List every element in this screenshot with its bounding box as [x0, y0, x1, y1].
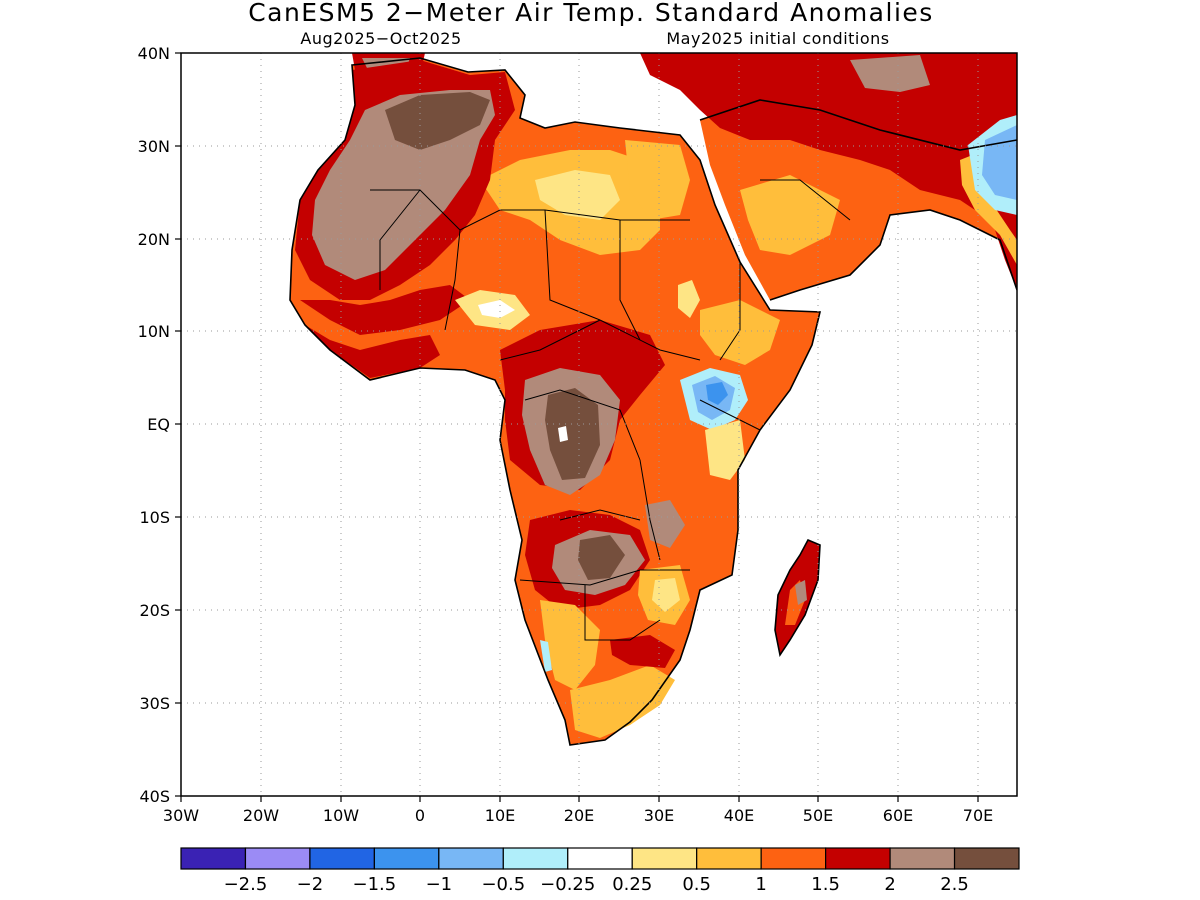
- nw-africa-darkbrown: [385, 92, 490, 150]
- map-area: [181, 53, 1017, 796]
- lon-label: 30E: [644, 806, 674, 825]
- lon-label: 60E: [883, 806, 913, 825]
- botswana-yellow: [652, 578, 680, 612]
- lat-label: EQ: [147, 415, 170, 434]
- colorbar-swatch: [696, 847, 762, 870]
- colorbar-swatch: [953, 847, 1020, 870]
- colorbar: −2.5 −2 −1.5 −1 −0.5 −0.25 0.25 0.5 1 1.5 2 2.5: [180, 847, 1020, 895]
- niger-white: [478, 300, 515, 318]
- map-subtitle-init: May2025 initial conditions: [666, 29, 889, 48]
- horn-yellow: [705, 420, 745, 480]
- colorbar-swatch: [760, 847, 827, 870]
- colorbar-label: −2.5: [224, 874, 268, 895]
- lat-labels: 40N 30N 20N 10N EQ 10S 20S 30S 40S: [138, 44, 170, 806]
- colorbar-label: 0.25: [612, 874, 652, 895]
- madagascar-brown: [795, 580, 807, 605]
- horn-light-orange: [700, 300, 780, 365]
- tick-marks: [175, 52, 979, 802]
- lat-label: 30N: [138, 137, 170, 156]
- colorbar-swatch: [631, 847, 698, 870]
- colorbar-label: 1: [755, 874, 766, 895]
- colorbar-swatch: [889, 847, 956, 870]
- lat-label: 40S: [139, 787, 170, 806]
- lat-label: 10N: [138, 322, 170, 341]
- colorbar-label: 1.5: [811, 874, 840, 895]
- zambia-darkbrown: [578, 535, 625, 580]
- colorbar-swatch: [180, 847, 247, 870]
- colorbar-label: 2.5: [940, 874, 969, 895]
- lon-label: 70E: [963, 806, 993, 825]
- map-title: CanESM5 2−Meter Air Temp. Standard Anoma…: [248, 0, 934, 27]
- lon-label: 10W: [323, 806, 359, 825]
- sudan-yellow: [678, 280, 700, 318]
- west-coast-red: [305, 325, 440, 378]
- lon-label: 0: [415, 806, 425, 825]
- malawi-brown: [645, 500, 685, 548]
- lat-label: 10S: [139, 508, 170, 527]
- north-red-band: [640, 53, 1017, 230]
- colorbar-swatch: [567, 847, 633, 870]
- east-africa-midblue: [706, 382, 728, 405]
- lon-label: 30W: [163, 806, 199, 825]
- colorbar-label: −0.25: [540, 874, 595, 895]
- lon-label: 10E: [485, 806, 515, 825]
- arabia-brown: [850, 55, 930, 92]
- colorbar-swatch: [244, 847, 311, 870]
- map-subtitle-period: Aug2025−Oct2025: [300, 29, 461, 48]
- sahara-yellow: [535, 170, 620, 220]
- lon-label: 20E: [564, 806, 594, 825]
- congo-white: [558, 426, 568, 442]
- congo-darkbrown: [545, 388, 600, 480]
- colorbar-label: 2: [884, 874, 895, 895]
- sahel-red: [300, 285, 470, 335]
- lat-label: 40N: [138, 44, 170, 63]
- lat-label: 20S: [139, 601, 170, 620]
- sw-coast-lightblue: [540, 640, 552, 672]
- lon-label: 50E: [803, 806, 833, 825]
- colorbar-swatch: [309, 847, 375, 870]
- lat-label: 20N: [138, 230, 170, 249]
- india-blue: [982, 125, 1017, 200]
- colorbar-label: −1.5: [353, 874, 397, 895]
- egypt-light-orange: [625, 140, 690, 220]
- coastlines: [289, 57, 1017, 746]
- colorbar-label: 0.5: [682, 874, 711, 895]
- gridlines: [181, 53, 1017, 796]
- colorbar-swatch: [373, 847, 440, 870]
- lon-labels: 30W 20W 10W 0 10E 20E 30E 40E 50E 60E 70…: [163, 806, 993, 825]
- colorbar-swatch: [502, 847, 569, 870]
- colorbar-label: −2: [297, 874, 324, 895]
- colorbar-swatch: [438, 847, 504, 870]
- colorbar-label: −1: [426, 874, 453, 895]
- lon-label: 20W: [243, 806, 279, 825]
- arabia-light-orange: [740, 175, 840, 255]
- lat-label: 30S: [139, 694, 170, 713]
- south-africa-light-orange: [570, 665, 675, 738]
- colorbar-swatch: [825, 847, 891, 870]
- colorbar-label: −0.5: [481, 874, 525, 895]
- lon-label: 40E: [724, 806, 754, 825]
